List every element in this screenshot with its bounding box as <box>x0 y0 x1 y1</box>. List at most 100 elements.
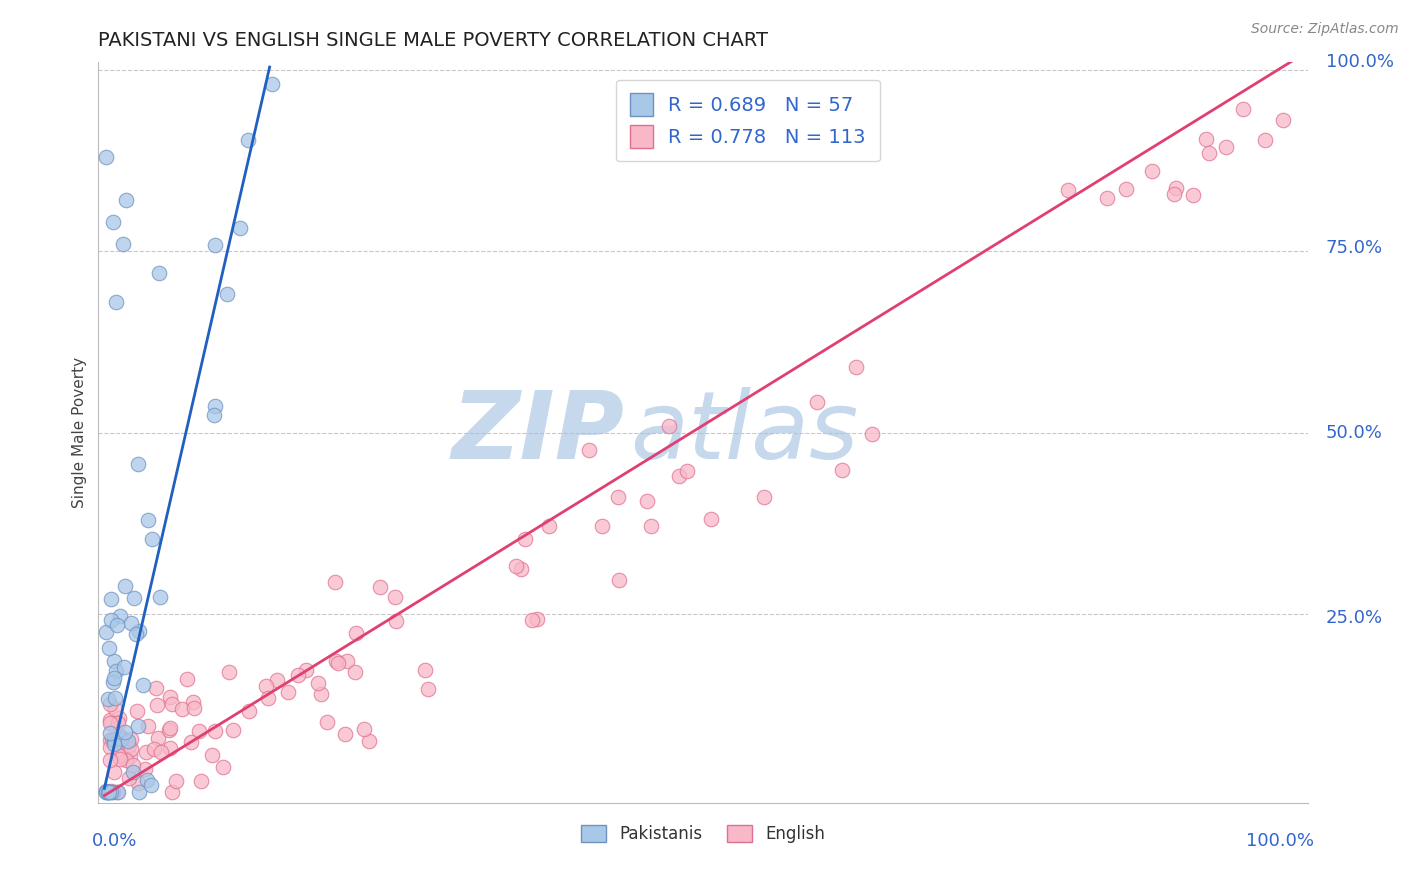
Point <box>668 469 690 483</box>
Point <box>238 704 260 718</box>
Point <box>1115 182 1137 196</box>
Point <box>183 701 205 715</box>
Text: 100.0%: 100.0% <box>1326 54 1393 71</box>
Point <box>1198 145 1220 160</box>
Point <box>108 751 131 765</box>
Point <box>103 671 125 685</box>
Point <box>658 418 681 433</box>
Point <box>146 731 169 745</box>
Point <box>104 664 127 678</box>
Point <box>344 626 367 640</box>
Point <box>98 785 121 799</box>
Point <box>1095 191 1118 205</box>
Point <box>97 785 120 799</box>
Point <box>188 723 211 738</box>
Point <box>104 295 127 310</box>
Point <box>114 725 136 739</box>
Point <box>100 698 122 712</box>
Point <box>105 785 128 799</box>
Point <box>136 772 159 787</box>
Point <box>1140 164 1163 178</box>
Text: PAKISTANI VS ENGLISH SINGLE MALE POVERTY CORRELATION CHART: PAKISTANI VS ENGLISH SINGLE MALE POVERTY… <box>98 30 769 50</box>
Point <box>353 722 375 736</box>
Point <box>107 716 129 731</box>
Point <box>162 697 184 711</box>
Point <box>607 490 630 504</box>
Point <box>103 733 125 747</box>
Text: 75.0%: 75.0% <box>1326 238 1384 257</box>
Point <box>101 785 124 799</box>
Point <box>94 785 117 799</box>
Point <box>190 774 212 789</box>
Point <box>295 663 318 677</box>
Point <box>309 687 332 701</box>
Point <box>100 613 122 627</box>
Point <box>159 690 181 705</box>
Point <box>100 785 122 799</box>
Point <box>1232 103 1254 117</box>
Point <box>806 395 828 409</box>
Point <box>141 533 163 547</box>
Point <box>218 665 240 680</box>
Point <box>117 734 139 748</box>
Point <box>110 729 132 743</box>
Point <box>136 513 159 527</box>
Point <box>831 462 853 476</box>
Point <box>120 749 142 764</box>
Point <box>100 591 122 606</box>
Point <box>100 733 122 747</box>
Point <box>323 574 346 589</box>
Point <box>1166 181 1188 195</box>
Point <box>325 654 347 668</box>
Point <box>640 519 662 533</box>
Point <box>142 741 165 756</box>
Point <box>149 590 172 604</box>
Point <box>115 753 138 767</box>
Point <box>132 678 155 692</box>
Point <box>100 713 122 727</box>
Point <box>165 774 187 789</box>
Text: 50.0%: 50.0% <box>1326 424 1382 442</box>
Point <box>520 613 543 627</box>
Point <box>515 532 537 546</box>
Point <box>108 711 131 725</box>
Point <box>180 734 202 748</box>
Point <box>96 624 118 639</box>
Point <box>148 266 170 280</box>
Point <box>103 738 125 752</box>
Point <box>505 558 527 573</box>
Point <box>98 726 121 740</box>
Point <box>122 765 145 780</box>
Point <box>120 732 142 747</box>
Point <box>101 215 124 229</box>
Point <box>127 704 149 718</box>
Point <box>127 775 149 789</box>
Point <box>128 785 150 799</box>
Point <box>333 727 356 741</box>
Point <box>122 591 145 606</box>
Point <box>1254 133 1277 147</box>
Point <box>110 608 132 623</box>
Point <box>103 654 125 668</box>
Point <box>384 590 406 604</box>
Point <box>1215 139 1237 153</box>
Point <box>110 747 132 762</box>
Point <box>845 360 868 375</box>
Point <box>136 718 159 732</box>
Point <box>108 730 131 744</box>
Text: 25.0%: 25.0% <box>1326 608 1384 627</box>
Point <box>200 748 222 763</box>
Point <box>172 702 194 716</box>
Point <box>157 723 180 737</box>
Point <box>97 692 120 706</box>
Point <box>418 682 440 697</box>
Point <box>97 640 120 655</box>
Text: 0.0%: 0.0% <box>93 832 138 850</box>
Point <box>112 660 135 674</box>
Point <box>326 657 349 671</box>
Point <box>287 667 309 681</box>
Point <box>94 784 117 798</box>
Point <box>266 673 288 687</box>
Point <box>344 665 367 679</box>
Point <box>125 626 148 640</box>
